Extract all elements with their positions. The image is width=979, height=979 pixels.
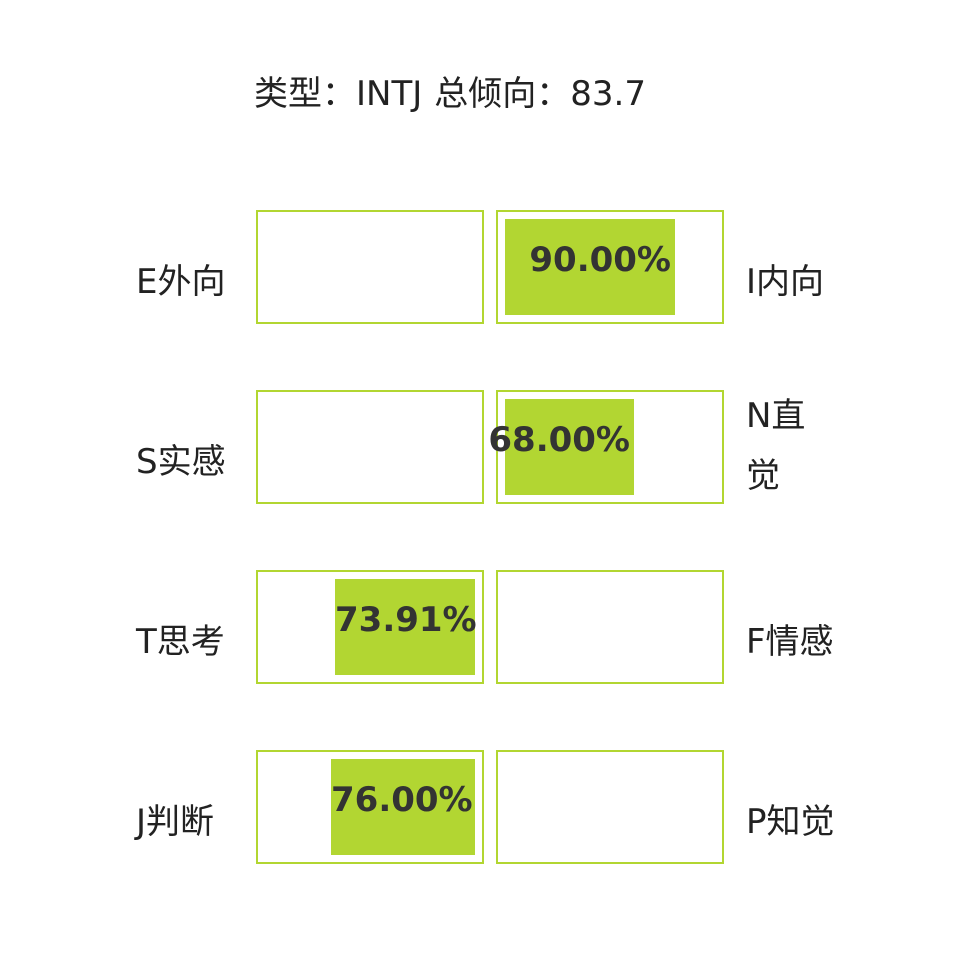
- bar: [505, 219, 675, 315]
- type-label: 类型：INTJ: [254, 74, 423, 114]
- right-trait-label: N直觉: [746, 396, 806, 496]
- dimension-row: E外向 90.00% I内向: [0, 210, 979, 324]
- left-trait-label: E外向: [136, 262, 226, 302]
- left-bar-track: [256, 390, 484, 504]
- right-bar-track: 90.00%: [496, 210, 724, 324]
- right-bar-track: 68.00%: [488, 390, 724, 504]
- data-label: 68.00%: [488, 420, 630, 460]
- dimension-row: J判断 76.00% P知觉: [0, 750, 979, 864]
- left-trait-label: S实感: [136, 442, 226, 482]
- right-bar-track: [496, 750, 724, 864]
- left-bar-track: 73.91%: [256, 570, 484, 684]
- bar: [505, 399, 634, 495]
- data-label: 90.00%: [529, 240, 671, 280]
- dimension-row: S实感 68.00% N直觉: [0, 390, 979, 504]
- chart-title: 类型：INTJ 总倾向：83.7: [0, 70, 900, 118]
- right-bar-track: [496, 570, 724, 684]
- right-trait-label: I内向: [746, 262, 825, 302]
- data-label: 73.91%: [335, 600, 477, 640]
- data-label: 76.00%: [331, 780, 473, 820]
- right-trait-label: F情感: [746, 622, 834, 662]
- left-trait-label: J判断: [136, 802, 215, 842]
- right-trait-label: P知觉: [746, 802, 835, 842]
- left-bar-track: 76.00%: [256, 750, 484, 864]
- left-trait-label: T思考: [136, 622, 225, 662]
- dimension-row: T思考 73.91% F情感: [0, 570, 979, 684]
- left-bar-track: [256, 210, 484, 324]
- tendency-label: 总倾向：83.7: [434, 74, 646, 114]
- bar: [331, 759, 475, 855]
- bar: [335, 579, 475, 675]
